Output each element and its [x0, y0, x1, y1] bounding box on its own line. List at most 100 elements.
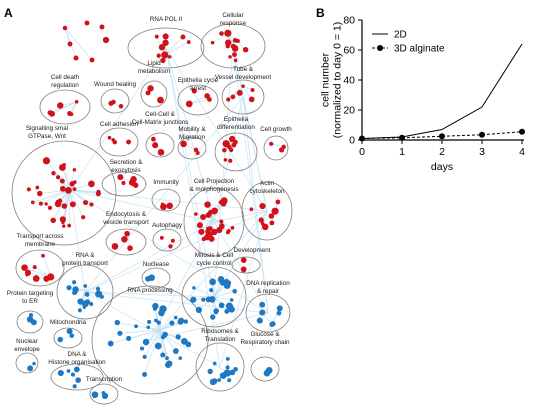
- cluster-label-protein-targeting-er: Protein targeting: [7, 290, 54, 297]
- network-node: [59, 216, 67, 223]
- cluster-label-endocytosis: vesicle transport: [103, 219, 149, 226]
- cluster-autophagy: [152, 228, 182, 252]
- network-node: [28, 313, 34, 318]
- cluster-label-cell-death: Cell death: [51, 74, 80, 81]
- network-node: [118, 104, 124, 109]
- x-tick-label: 4: [519, 146, 525, 158]
- cluster-label-rna-protein-transport: protein transport: [62, 260, 108, 267]
- network-node: [66, 369, 71, 373]
- network-edge: [219, 210, 268, 368]
- cluster-edge: [128, 329, 161, 339]
- cluster-label-cell-cell-matrix: Cell-Matrix junctions: [132, 119, 189, 126]
- cluster-rna-pol-ii: [127, 27, 205, 69]
- cluster-wound-healing: [100, 88, 130, 114]
- cluster-label-tube-vessel: Vessel development: [215, 74, 272, 81]
- network-node: [38, 201, 43, 206]
- cluster-edge: [119, 329, 161, 334]
- cluster-label-cell-death: regulation: [51, 82, 79, 89]
- network-node: [69, 333, 75, 338]
- network-node: [217, 378, 222, 382]
- network-node: [273, 209, 278, 214]
- cluster-mitochondria: [53, 327, 83, 349]
- network-node: [84, 299, 91, 305]
- cluster-cell-adhesion: [99, 127, 139, 157]
- cluster-edge: [159, 329, 164, 356]
- network-node: [201, 297, 206, 302]
- cluster-edge: [164, 41, 189, 56]
- network-node: [238, 90, 243, 95]
- cluster-endocytosis: [105, 228, 147, 256]
- network-node: [223, 282, 231, 289]
- cluster-label-immunity: Immunity: [153, 179, 179, 186]
- cluster-label-nuclear-envelope: envelope: [14, 346, 40, 353]
- cluster-label-mitosis: cycle control: [197, 260, 232, 267]
- cluster-rna-processing: [91, 285, 209, 395]
- x-tick-label: 2: [439, 146, 445, 158]
- network-node: [190, 296, 197, 303]
- network-node: [156, 53, 161, 58]
- network-node: [158, 44, 166, 51]
- network-node: [66, 285, 72, 291]
- network-node: [219, 31, 224, 36]
- network-node: [142, 372, 148, 378]
- cluster-label-mobility-migration: Mobility &: [178, 126, 206, 133]
- network-node: [208, 296, 216, 303]
- network-node: [192, 286, 196, 290]
- network-node: [222, 147, 227, 153]
- network-node: [232, 52, 237, 57]
- cluster-edge: [50, 101, 77, 114]
- network-node: [205, 229, 209, 234]
- network-node: [162, 39, 169, 46]
- chart-axes: [358, 19, 524, 144]
- network-node: [82, 305, 87, 310]
- network-node: [223, 199, 228, 204]
- network-node: [99, 24, 105, 30]
- data-point-3d-alginate: [519, 128, 525, 135]
- network-node: [228, 306, 235, 313]
- network-edge: [69, 189, 268, 212]
- cluster-edge: [84, 288, 99, 291]
- cluster-edge: [159, 317, 176, 331]
- network-node: [225, 278, 229, 283]
- network-node: [232, 288, 238, 294]
- network-node: [224, 39, 232, 46]
- network-node: [193, 147, 199, 153]
- network-node: [229, 369, 236, 376]
- cluster-edge: [69, 169, 75, 191]
- cluster-lipid-metabolism: [140, 80, 168, 108]
- network-node: [213, 310, 219, 315]
- network-node: [102, 36, 110, 44]
- network-node: [74, 100, 79, 104]
- cluster-label-lipid-metabolism: metabolism: [138, 68, 170, 75]
- cluster-label-signalling: Signalling smal: [26, 125, 68, 132]
- network-node: [121, 235, 128, 243]
- network-node: [218, 223, 225, 230]
- network-node: [88, 180, 95, 188]
- network-node: [50, 217, 56, 224]
- network-node: [210, 314, 216, 320]
- network-edge: [149, 210, 268, 341]
- network-node: [225, 357, 230, 361]
- cluster-edge: [159, 329, 168, 359]
- cluster-label-dna-histone: Histone organisation: [48, 359, 106, 366]
- network-node: [207, 226, 213, 232]
- cluster-label-cell-projection: Cell Projection: [194, 178, 235, 185]
- x-axis-label: days: [431, 161, 453, 173]
- cluster-edge: [148, 321, 161, 331]
- network-node: [154, 342, 162, 350]
- network-node: [258, 217, 264, 223]
- network-node: [228, 158, 233, 163]
- network-node: [32, 265, 37, 270]
- cluster-mobility-migration: [177, 136, 207, 160]
- cluster-label-glucose-respiratory: Respiratory chain: [241, 339, 290, 346]
- network-node: [230, 225, 235, 230]
- x-tick-label: 1: [399, 146, 405, 158]
- network-node: [152, 142, 159, 149]
- cluster-label-glucose-respiratory: Glucose &: [250, 331, 280, 338]
- network-node: [59, 178, 65, 184]
- cluster-edge: [69, 189, 86, 203]
- network-node: [268, 213, 275, 219]
- network-node: [168, 244, 173, 249]
- legend-label: 2D: [394, 30, 407, 41]
- network-node: [61, 203, 68, 209]
